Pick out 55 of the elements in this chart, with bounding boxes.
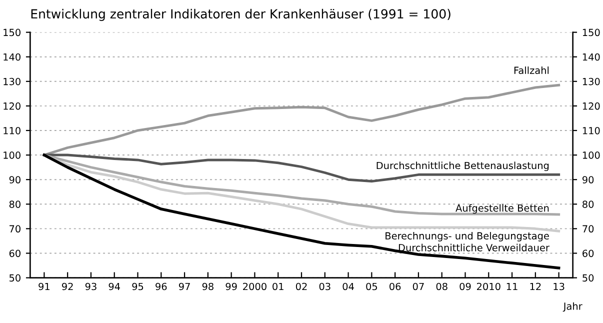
line-series <box>42 154 560 270</box>
x-tick-label: 92 <box>62 282 73 290</box>
x-tick-label: 96 <box>156 282 167 290</box>
y2-tick-label: 130 <box>582 78 600 86</box>
x-tick-label: 03 <box>319 282 330 290</box>
y-tick-label: 80 <box>9 200 20 208</box>
y-tick-label: 50 <box>10 274 20 282</box>
y-tick-label: 90 <box>9 176 20 184</box>
x-tick-label: 02 <box>296 282 307 290</box>
x-tick-label: 98 <box>202 282 214 290</box>
y-tick-label: 110 <box>4 126 20 134</box>
x-tick-label: 04 <box>342 282 354 290</box>
y2-tick-label: 100 <box>582 152 600 159</box>
y-tick-label: 120 <box>4 102 20 110</box>
series-label: Fallzahl <box>514 66 549 74</box>
y-tick-label: 140 <box>4 53 20 61</box>
x-tick-label: 07 <box>412 282 424 290</box>
x-tick-label: 93 <box>85 282 96 290</box>
y2-tick-label: 120 <box>582 102 600 110</box>
x-tick-label: 05 <box>366 282 378 290</box>
x-tick-label: 2000 <box>243 282 266 290</box>
y-tick-label: 130 <box>4 78 20 86</box>
y-tick-label: 60 <box>9 250 20 258</box>
y2-tick-label: 70 <box>582 225 594 233</box>
line-series <box>42 84 560 156</box>
y2-tick-label: 60 <box>582 250 594 258</box>
x-axis-title: Jahr <box>562 302 582 312</box>
x-tick-label: 08 <box>436 282 448 290</box>
series-label: Durchschnittliche Verweildauer <box>398 244 550 252</box>
y-tick-label: 70 <box>10 225 20 233</box>
y-tick-label: 100 <box>4 152 20 159</box>
y2-tick-label: 90 <box>582 176 594 184</box>
y2-tick-label: 110 <box>582 126 600 134</box>
x-tick-label: 2010 <box>476 282 500 290</box>
chart-title: Entwicklung zentraler Indikatoren der Krankenhäuser (1991 = 100) <box>31 8 450 22</box>
x-tick-label: 09 <box>460 282 471 290</box>
y2-tick-label: 150 <box>582 28 600 36</box>
line-series <box>42 154 560 183</box>
x-tick-label: 12 <box>530 282 541 290</box>
x-tick-label: 99 <box>226 282 237 290</box>
series-label: Aufgestellte Betten <box>456 204 549 214</box>
x-tick-label: 13 <box>554 282 564 290</box>
x-tick-label: 91 <box>38 282 50 290</box>
series-label: Berechnungs- und Belegungstage <box>386 232 549 242</box>
x-tick-label: 95 <box>132 282 144 290</box>
series-label: Durchschnittliche Bettenauslastung <box>376 162 549 172</box>
y-tick-label: 150 <box>4 28 20 36</box>
x-tick-label: 94 <box>108 282 120 290</box>
y2-tick-label: 140 <box>582 53 600 61</box>
y2-tick-label: 80 <box>582 200 594 208</box>
x-tick-label: 01 <box>272 282 284 290</box>
x-tick-label: 06 <box>390 282 401 290</box>
x-tick-label: 11 <box>506 282 518 290</box>
y2-tick-label: 50 <box>582 274 594 282</box>
x-tick-label: 97 <box>178 282 190 290</box>
